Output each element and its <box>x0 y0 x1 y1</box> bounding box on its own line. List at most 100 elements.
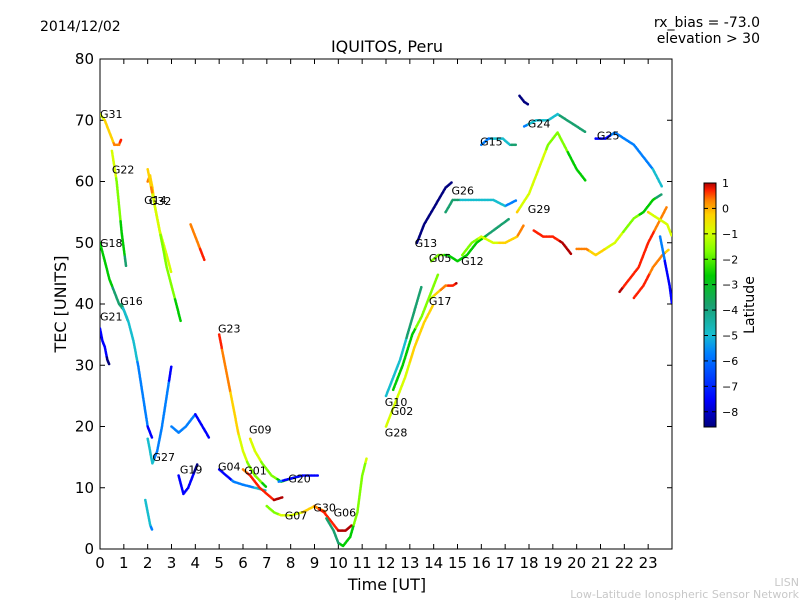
axis-ticks: 0 1 2 3 4 5 6 7 8 9 10 11 12 13 14 15 16 17 18 19 20 21 22 2301… <box>75 50 672 572</box>
track-unlabeled-0 <box>518 94 530 106</box>
x-tick-label: 21 <box>591 554 610 572</box>
track-unlabeled-2 <box>575 193 663 257</box>
track-g24 <box>522 112 587 133</box>
tec-point <box>150 436 154 439</box>
tec-point <box>450 181 453 184</box>
tec-point <box>507 217 510 221</box>
y-tick-label: 30 <box>75 356 94 374</box>
tec-point <box>119 138 123 142</box>
track-g06 <box>325 457 368 548</box>
x-tick-label: 11 <box>353 554 372 572</box>
tec-point <box>455 282 458 285</box>
track-g20 <box>277 474 320 483</box>
track-g05 <box>430 217 510 263</box>
x-tick-label: 2 <box>143 554 153 572</box>
tec-point <box>660 184 663 188</box>
y-tick-label: 20 <box>75 418 94 436</box>
track-g02 <box>391 273 440 392</box>
label-g31: G31 <box>100 108 123 121</box>
tec-point <box>514 199 518 202</box>
data-tracks <box>100 94 672 548</box>
track-g32 <box>151 192 182 323</box>
label-g18: G18 <box>100 237 123 250</box>
y-axis-label: TEC [UNITS] <box>51 256 70 354</box>
y-tick-label: 60 <box>75 173 94 191</box>
tec-point <box>350 524 353 527</box>
track-g10 <box>384 285 423 398</box>
label-g30: G30 <box>313 501 336 514</box>
tec-point <box>179 319 182 323</box>
rx-bias-label: rx_bias = -73.0 <box>654 15 760 31</box>
x-tick-label: 19 <box>543 554 562 572</box>
x-tick-label: 17 <box>496 554 515 572</box>
colorbar-tick-label: −1 <box>722 228 738 241</box>
x-tick-label: 8 <box>286 554 296 572</box>
tec-point <box>207 436 211 439</box>
track-g22 <box>110 149 128 268</box>
track-g25 <box>594 131 663 188</box>
x-tick-label: 16 <box>472 554 491 572</box>
colorbar-tick-label: −6 <box>722 355 738 368</box>
track-g27 <box>146 365 173 465</box>
colorbar-tick-label: −2 <box>722 253 738 266</box>
tec-point <box>316 474 320 477</box>
x-tick-label: 1 <box>119 554 129 572</box>
x-tick-label: 7 <box>262 554 272 572</box>
label-g17: G17 <box>429 295 452 308</box>
label-g07: G07 <box>285 509 308 522</box>
label-g25: G25 <box>597 130 620 143</box>
colorbar-tick-label: −4 <box>722 304 738 317</box>
colorbar-tick-label: 0 <box>722 202 729 215</box>
y-tick-label: 70 <box>75 111 94 129</box>
date-label: 2014/12/02 <box>40 19 121 35</box>
track-unlabeled-10 <box>170 413 211 439</box>
track-unlabeled-8 <box>146 168 154 194</box>
y-tick-label: 40 <box>75 295 94 313</box>
label-g32: G32 <box>149 195 172 208</box>
track-g21 <box>100 327 111 366</box>
colorbar-tick-label: −8 <box>722 406 738 419</box>
x-tick-label: 3 <box>167 554 177 572</box>
track-g23 <box>217 333 268 488</box>
footer-org-long: Low-Latitude Ionospheric Sensor Network <box>570 588 799 600</box>
track-unlabeled-6 <box>658 235 672 304</box>
label-g19: G19 <box>180 463 203 476</box>
x-tick-label: 18 <box>519 554 538 572</box>
colorbar-tick-label: 1 <box>722 177 729 190</box>
y-tick-label: 80 <box>75 50 94 68</box>
tec-point <box>660 193 663 196</box>
y-tick-label: 10 <box>75 479 94 497</box>
track-g30 <box>313 504 353 532</box>
x-tick-label: 6 <box>238 554 248 572</box>
label-g06: G06 <box>334 506 357 519</box>
tec-point <box>436 273 440 277</box>
tec-point <box>665 206 668 209</box>
track-g19 <box>177 463 199 496</box>
track-g31 <box>100 112 123 147</box>
tec-point <box>124 264 128 268</box>
tec-point <box>195 463 199 466</box>
tec-point <box>264 485 268 488</box>
label-g14: G14 <box>144 194 167 207</box>
tec-point <box>107 362 111 366</box>
y-tick-label: 50 <box>75 234 94 252</box>
track-g13 <box>415 181 453 245</box>
x-axis-label: Time [UT] <box>347 575 426 594</box>
label-g23: G23 <box>218 323 241 336</box>
label-g27: G27 <box>152 451 175 464</box>
tec-point <box>583 179 587 182</box>
tec-point <box>670 234 672 237</box>
label-g29: G29 <box>528 203 551 216</box>
colorbar-ticks: 1 0 −1 −2 −3 −4 −5 −6 −7 −8 <box>704 177 738 419</box>
tec-point <box>522 224 525 227</box>
x-tick-label: 15 <box>448 554 467 572</box>
track-g12 <box>461 224 525 257</box>
x-tick-label: 23 <box>639 554 658 572</box>
track-g26 <box>444 198 518 214</box>
x-tick-label: 0 <box>95 554 105 572</box>
tec-point <box>583 130 587 133</box>
track-g15 <box>480 137 517 147</box>
label-g28: G28 <box>385 427 408 440</box>
x-tick-label: 20 <box>567 554 586 572</box>
